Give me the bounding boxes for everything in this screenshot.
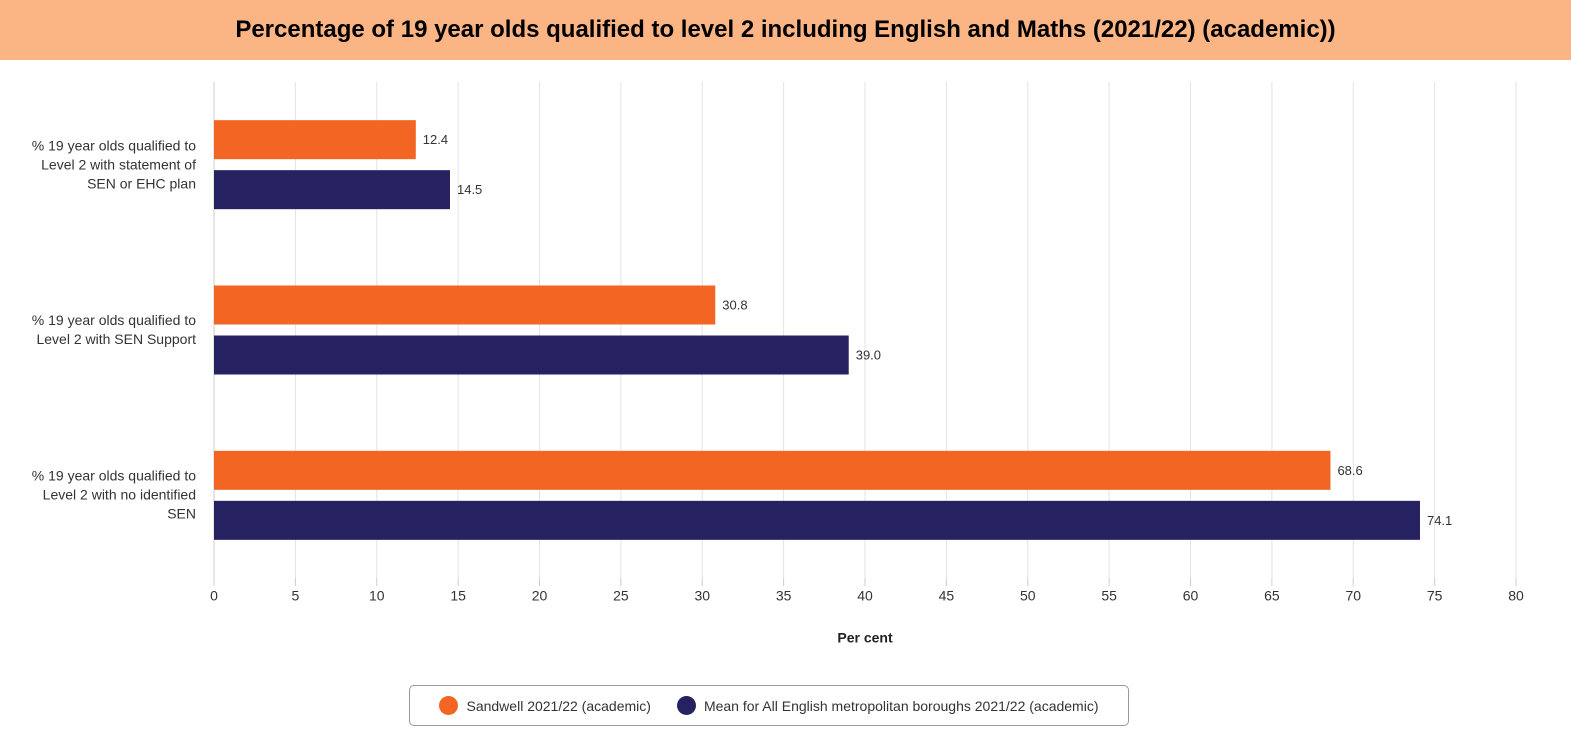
x-tick-label: 25 <box>613 588 629 604</box>
x-axis-title: Per cent <box>837 630 893 646</box>
legend-swatch <box>676 696 696 715</box>
bar <box>214 335 849 375</box>
x-tick-label: 45 <box>939 588 955 604</box>
data-label: 39.0 <box>856 347 881 362</box>
x-tick-label: 60 <box>1183 588 1199 604</box>
y-tick-label: % 19 year olds qualified to Level 2 with… <box>31 137 196 192</box>
data-label: 14.5 <box>457 182 482 197</box>
y-tick-label: % 19 year olds qualified to Level 2 with… <box>31 467 196 522</box>
x-tick-label: 75 <box>1427 588 1443 604</box>
x-tick-label: 55 <box>1101 588 1117 604</box>
x-tick-label: 30 <box>694 588 710 604</box>
data-label: 30.8 <box>722 297 747 312</box>
chart-title: Percentage of 19 year olds qualified to … <box>235 16 1336 43</box>
bar <box>214 500 1420 540</box>
x-tick-label: 70 <box>1345 588 1361 604</box>
title-bar: Percentage of 19 year olds qualified to … <box>0 0 1571 60</box>
x-tick-label: 50 <box>1020 588 1036 604</box>
data-label: 74.1 <box>1427 513 1452 528</box>
x-tick-label: 5 <box>291 588 299 604</box>
bar <box>214 170 450 210</box>
bar <box>214 120 416 160</box>
data-label: 68.6 <box>1337 463 1362 478</box>
legend-swatch <box>439 696 459 715</box>
y-tick-label: % 19 year olds qualified to Level 2 with… <box>31 312 196 347</box>
legend-item: Mean for All English metropolitan boroug… <box>676 696 1099 715</box>
x-tick-label: 10 <box>369 588 385 604</box>
bar <box>214 450 1331 490</box>
x-tick-label: 20 <box>532 588 548 604</box>
data-label: 12.4 <box>423 132 448 147</box>
legend-label: Mean for All English metropolitan boroug… <box>703 697 1099 714</box>
x-tick-label: 15 <box>450 588 466 604</box>
bar <box>214 285 716 325</box>
x-tick-label: 0 <box>210 588 218 604</box>
x-tick-label: 80 <box>1508 588 1524 604</box>
legend-label: Sandwell 2021/22 (academic) <box>466 697 651 714</box>
x-tick-label: 65 <box>1264 588 1280 604</box>
x-tick-label: 40 <box>857 588 873 604</box>
x-tick-label: 35 <box>776 588 792 604</box>
legend-item: Sandwell 2021/22 (academic) <box>439 696 651 715</box>
legend: Sandwell 2021/22 (academic) Mean for All … <box>409 685 1129 726</box>
